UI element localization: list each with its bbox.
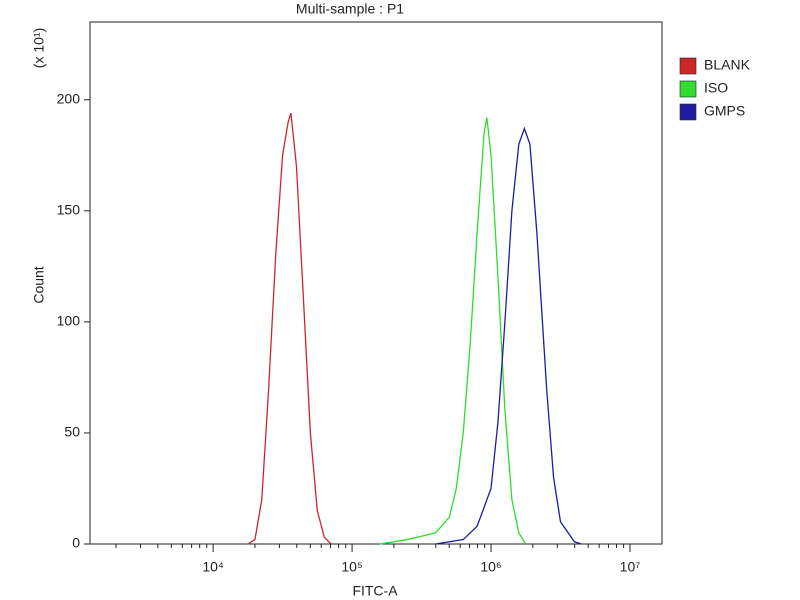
legend-swatch <box>679 103 697 121</box>
y-tick-label: 100 <box>57 313 81 329</box>
legend-label: GMPS <box>704 103 745 119</box>
x-tick-label: 10⁷ <box>620 559 641 575</box>
y-tick-label: 50 <box>64 424 80 440</box>
legend-label: BLANK <box>704 57 751 73</box>
x-tick-label: 10⁵ <box>341 559 362 575</box>
y-tick-label: 200 <box>57 90 81 106</box>
legend-swatch <box>679 80 697 98</box>
histogram-curve <box>379 117 527 545</box>
y-multiplier: (x 10¹) <box>31 28 47 68</box>
y-axis-label: Count <box>31 266 47 303</box>
x-tick-label: 10⁶ <box>480 559 501 575</box>
legend-swatch <box>679 57 697 75</box>
y-tick-label: 150 <box>57 202 81 218</box>
legend-label: ISO <box>704 80 728 96</box>
chart-title: Multi-sample : P1 <box>296 1 404 17</box>
histogram-curve <box>247 112 332 545</box>
x-axis-label: FITC-A <box>352 583 398 599</box>
y-tick-label: 0 <box>72 535 80 551</box>
x-tick-label: 10⁴ <box>202 559 224 575</box>
plot-frame <box>89 21 663 545</box>
histogram-curve <box>435 126 582 545</box>
